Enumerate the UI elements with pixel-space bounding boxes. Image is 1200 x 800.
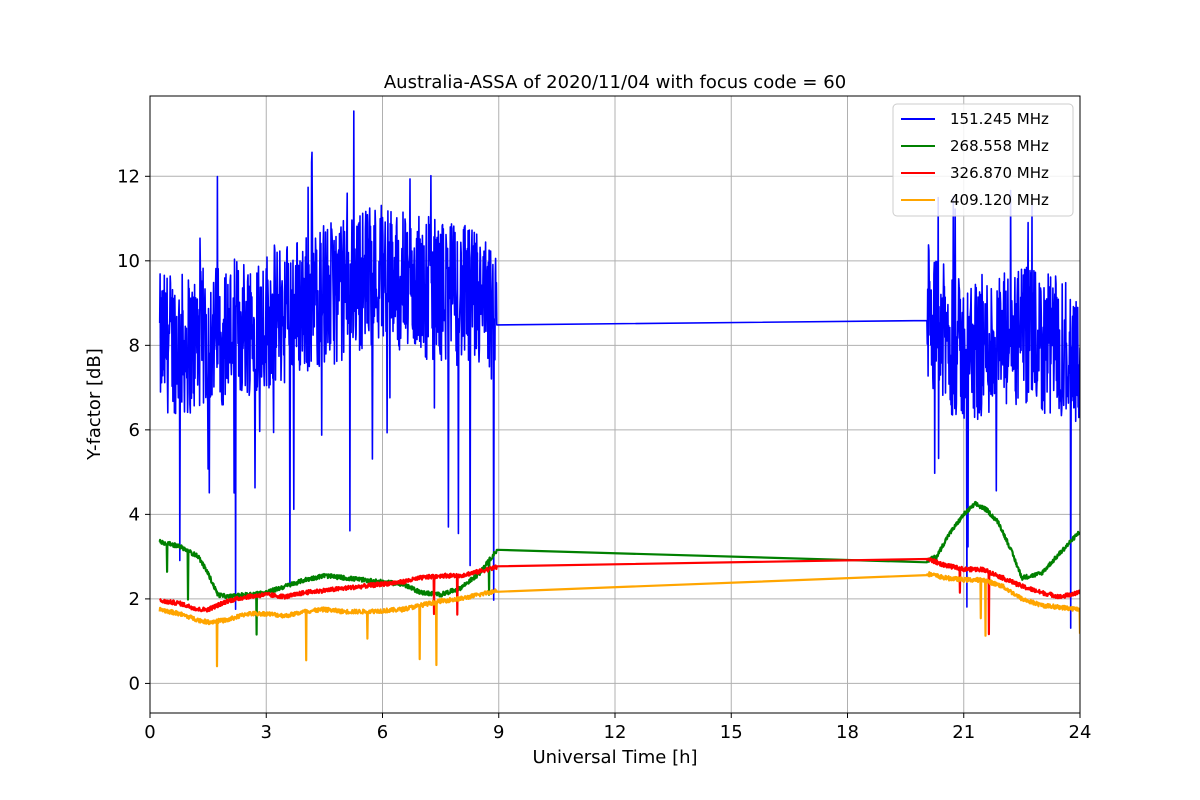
- y-axis-label: Y-factor [dB]: [84, 348, 105, 461]
- x-tick-label: 18: [836, 722, 859, 743]
- x-tick-label: 21: [952, 722, 975, 743]
- x-tick-label: 12: [604, 722, 627, 743]
- legend-label: 326.870 MHz: [950, 164, 1049, 182]
- series-layer: [158, 110, 1080, 668]
- y-tick-label: 12: [117, 166, 140, 187]
- y-tick-label: 2: [129, 589, 140, 610]
- y-tick-label: 8: [129, 335, 140, 356]
- series-line-3: [158, 571, 1080, 668]
- legend-label: 409.120 MHz: [950, 191, 1049, 209]
- series-line-0: [158, 110, 1080, 629]
- x-tick-label: 24: [1069, 722, 1092, 743]
- x-tick-label: 6: [377, 722, 388, 743]
- x-tick-label: 9: [493, 722, 504, 743]
- legend: 151.245 MHz 268.558 MHz 326.870 MHz 409.120…: [892, 103, 1074, 217]
- y-tick-label: 4: [129, 504, 140, 525]
- y-tick-label: 6: [129, 420, 140, 441]
- x-tick-label: 15: [720, 722, 743, 743]
- chart-title: Australia-ASSA of 2020/11/04 with focus …: [384, 72, 846, 93]
- legend-label: 268.558 MHz: [950, 137, 1049, 155]
- x-tick-label: 0: [144, 722, 155, 743]
- y-tick-label: 10: [117, 251, 140, 272]
- x-tick-label: 3: [261, 722, 272, 743]
- series-line-2: [159, 557, 1080, 636]
- y-tick-label: 0: [129, 673, 140, 694]
- legend-label: 151.245 MHz: [950, 110, 1049, 128]
- x-axis-label: Universal Time [h]: [532, 747, 697, 768]
- legend-box: [892, 103, 1074, 217]
- series-line-1: [158, 500, 1080, 636]
